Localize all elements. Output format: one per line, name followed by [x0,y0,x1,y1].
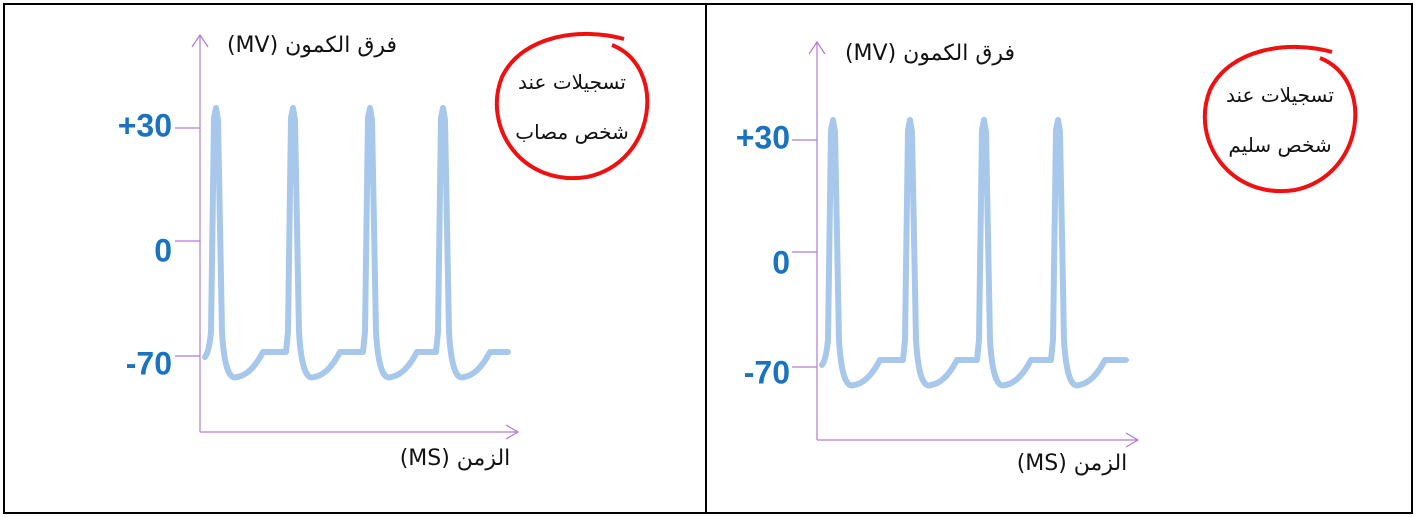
y-axis-label: فرق الكمون (MV) [845,41,1015,66]
x-axis-label: الزمن (MS) [400,446,511,471]
x-axis [817,432,1140,448]
tick-label: 0 [772,244,790,280]
y-axis [808,40,826,440]
circle-note [1203,45,1358,194]
tick-label: -70 [744,354,790,390]
tick-label: 0 [154,232,172,268]
y-axis-label: فرق الكمون (MV) [227,33,397,58]
x-axis-label: الزمن (MS) [1017,451,1128,476]
frame [3,3,1413,514]
x-axis [200,424,520,440]
note-line: تسجيلات عند [518,70,626,94]
circle-note [495,32,650,181]
panels: +30 0 -70 فرق الكمون (MV) الزمن (MS) تسجيلات … [118,32,1358,476]
note-line: شخص مصاب [515,120,629,144]
note-line: تسجيلات عند [1226,83,1334,107]
tick-label: +30 [118,107,172,143]
trace [819,117,1129,389]
note-line: شخص سليم [1228,133,1331,157]
tick-label: +30 [736,119,790,155]
trace [202,105,511,381]
tick-label: -70 [126,345,172,381]
y-axis [191,33,209,432]
